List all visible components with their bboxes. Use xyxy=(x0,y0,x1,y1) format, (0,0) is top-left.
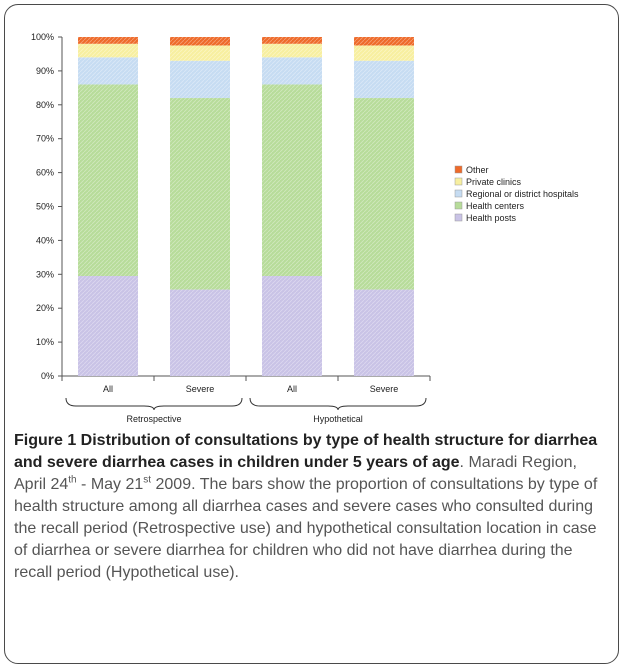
y-tick-label: 10% xyxy=(36,337,54,347)
x-tick-label: Severe xyxy=(186,384,215,394)
legend-label: Private clinics xyxy=(466,177,522,187)
caption-sup-1: th xyxy=(68,474,77,486)
bar-segment xyxy=(170,45,230,61)
y-tick-label: 20% xyxy=(36,303,54,313)
x-tick-label: All xyxy=(287,384,297,394)
bar-segment xyxy=(170,289,230,376)
bar-segment xyxy=(78,275,138,376)
legend-swatch xyxy=(454,165,463,174)
x-tick-label: Severe xyxy=(370,384,399,394)
legend-swatch xyxy=(454,213,463,222)
legend-swatch xyxy=(454,189,463,198)
bar-segment xyxy=(262,43,322,58)
bar-segment xyxy=(78,43,138,58)
bar-segment xyxy=(78,57,138,85)
caption-text-3: 2009. The bars show the proportion of co… xyxy=(14,476,598,581)
legend-label: Health centers xyxy=(466,201,525,211)
y-tick-label: 60% xyxy=(36,168,54,178)
y-tick-label: 100% xyxy=(31,32,54,42)
caption-sup-2: st xyxy=(143,474,152,486)
y-tick-label: 80% xyxy=(36,100,54,110)
bar-segment xyxy=(262,37,322,44)
caption-text-2: - May 21 xyxy=(76,476,144,493)
x-tick-label: All xyxy=(103,384,113,394)
legend-label: Regional or district hospitals xyxy=(466,189,579,199)
bar-segment xyxy=(354,37,414,46)
bar-segment xyxy=(354,289,414,376)
group-label: Retrospective xyxy=(126,414,181,424)
bar-segment xyxy=(262,275,322,376)
caption-title: Figure 1 Distribution of consultations b… xyxy=(14,432,598,471)
y-tick-label: 30% xyxy=(36,269,54,279)
group-label: Hypothetical xyxy=(313,414,363,424)
stacked-bar-chart: 0% 10% 20% 30% 40% 50% 60% 70% 80% 90% 100% All Seve… xyxy=(31,32,579,424)
bar-segment xyxy=(262,84,322,276)
legend-swatch xyxy=(454,201,463,210)
bar-segment xyxy=(170,98,230,290)
bar-segment xyxy=(78,84,138,276)
bar-segment xyxy=(170,37,230,46)
y-tick-label: 0% xyxy=(41,371,54,381)
bar-segment xyxy=(354,98,414,290)
legend-label: Health posts xyxy=(466,213,517,223)
y-tick-label: 40% xyxy=(36,235,54,245)
bar-segment xyxy=(262,57,322,85)
caption-text-1: . Maradi Region, April 24 xyxy=(14,454,577,493)
legend-swatch xyxy=(454,177,463,186)
y-tick-label: 70% xyxy=(36,134,54,144)
figure-caption: Figure 1 Distribution of consultations b… xyxy=(14,430,612,584)
legend-label: Other xyxy=(466,165,489,175)
bar-segment xyxy=(354,60,414,99)
group-brace xyxy=(65,397,243,411)
y-tick-label: 50% xyxy=(36,202,54,212)
group-brace xyxy=(249,397,427,411)
bar-segment xyxy=(354,45,414,61)
bar-segment xyxy=(170,60,230,99)
y-tick-label: 90% xyxy=(36,66,54,76)
bar-segment xyxy=(78,37,138,44)
